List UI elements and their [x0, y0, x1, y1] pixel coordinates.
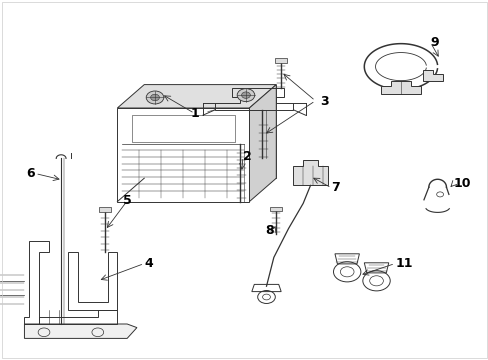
- Polygon shape: [293, 160, 327, 185]
- Text: 8: 8: [264, 224, 273, 237]
- Polygon shape: [117, 85, 276, 108]
- Bar: [132, 116, 234, 142]
- Text: 4: 4: [144, 257, 153, 270]
- Circle shape: [146, 91, 163, 104]
- Text: 9: 9: [429, 36, 438, 49]
- Text: 3: 3: [319, 95, 328, 108]
- Text: 5: 5: [122, 194, 131, 207]
- Circle shape: [237, 89, 254, 102]
- Bar: [99, 207, 111, 212]
- Text: 1: 1: [190, 107, 199, 120]
- Text: 10: 10: [453, 177, 470, 190]
- Text: 2: 2: [243, 150, 251, 163]
- Polygon shape: [144, 85, 276, 178]
- Polygon shape: [422, 70, 442, 81]
- Bar: [270, 207, 282, 211]
- Text: 11: 11: [394, 257, 412, 270]
- Text: 6: 6: [26, 167, 35, 180]
- Circle shape: [241, 92, 250, 98]
- Polygon shape: [24, 324, 137, 338]
- Polygon shape: [117, 108, 249, 202]
- Polygon shape: [381, 81, 420, 94]
- Polygon shape: [249, 85, 276, 202]
- Text: 7: 7: [331, 181, 340, 194]
- Circle shape: [150, 94, 159, 101]
- Bar: [275, 58, 286, 63]
